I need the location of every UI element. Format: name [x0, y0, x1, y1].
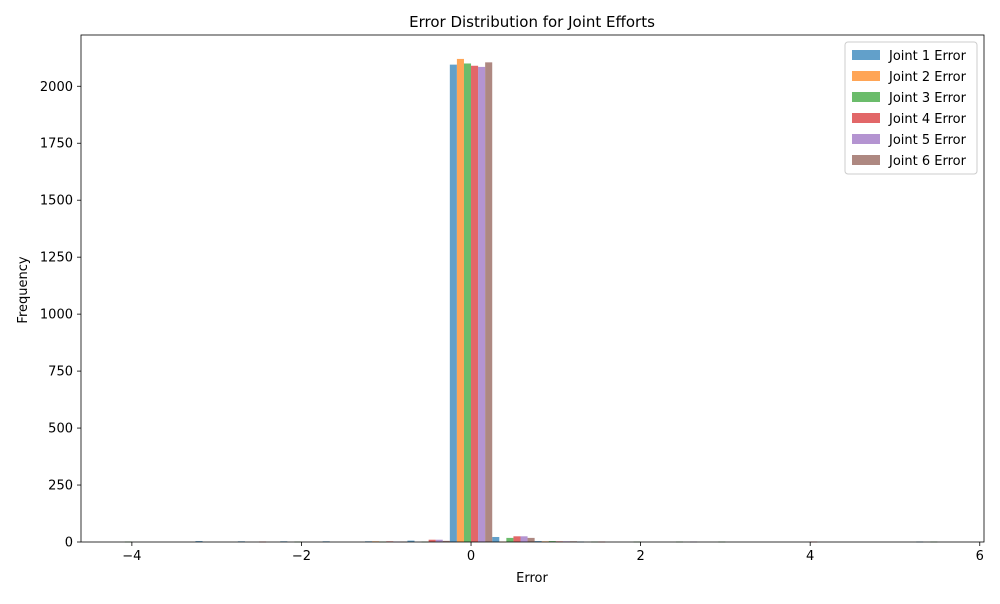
- bar-series-2-bin-9: [456, 58, 464, 542]
- legend-swatch-3: [852, 92, 880, 102]
- y-axis-label: Frequency: [16, 256, 31, 323]
- legend-label-3: Joint 3 Error: [888, 91, 967, 106]
- legend-label-4: Joint 4 Error: [888, 112, 967, 127]
- y-tick-label: 1750: [40, 137, 73, 152]
- bars-layer: [124, 58, 938, 543]
- y-tick-label: 0: [65, 536, 73, 551]
- y-tick-label: 500: [48, 422, 73, 437]
- bar-series-5-bin-8: [435, 539, 443, 542]
- y-tick-label: 1500: [40, 194, 73, 209]
- bar-series-4-bin-9: [471, 65, 479, 543]
- bar-series-3-bin-11: [548, 541, 556, 542]
- x-tick-label: 6: [976, 549, 984, 564]
- y-tick-label: 750: [48, 365, 73, 380]
- legend-label-5: Joint 5 Error: [888, 133, 967, 148]
- y-tick-label: 250: [48, 479, 73, 494]
- legend-label-1: Joint 1 Error: [888, 49, 967, 64]
- y-tick-label: 2000: [40, 80, 73, 95]
- bar-series-3-bin-9: [463, 63, 472, 542]
- x-tick-label: 2: [636, 549, 644, 564]
- legend-swatch-1: [852, 50, 880, 60]
- axes-layer: −4 −2 0 2 4 6 0 250 500 750 1000 1250 1500 1750 2000: [40, 34, 985, 564]
- bar-series-4-bin-8: [428, 539, 436, 542]
- bar-series-1-bin-9: [449, 64, 457, 543]
- bar-series-4-bin-10: [513, 536, 521, 542]
- bar-series-1-bin-8: [407, 540, 415, 542]
- x-axis-label: Error: [516, 571, 548, 586]
- y-tick-label: 1000: [40, 308, 73, 323]
- legend-label-2: Joint 2 Error: [888, 70, 967, 85]
- bar-series-1-bin-10: [492, 536, 500, 542]
- legend-swatch-4: [852, 113, 880, 123]
- x-tick-label: 4: [806, 549, 814, 564]
- x-tick-label: −4: [122, 549, 141, 564]
- legend: Joint 1 Error Joint 2 Error Joint 3 Error J…: [844, 41, 978, 175]
- y-tick-label: 1250: [40, 251, 73, 266]
- x-tick-label: −2: [292, 549, 311, 564]
- bar-series-1-bin-3: [195, 541, 203, 542]
- chart-title: Error Distribution for Joint Efforts: [409, 13, 655, 31]
- bar-series-6-bin-9: [485, 62, 493, 543]
- legend-swatch-5: [852, 134, 880, 144]
- bar-series-6-bin-10: [527, 537, 535, 542]
- x-tick-label: 0: [467, 549, 475, 564]
- bar-series-1-bin-11: [534, 541, 542, 542]
- bar-series-3-bin-10: [506, 537, 514, 542]
- plot-frame: [80, 34, 985, 543]
- legend-swatch-6: [852, 155, 880, 165]
- bar-series-5-bin-9: [478, 66, 486, 542]
- bar-series-6-bin-8: [442, 540, 450, 542]
- legend-label-6: Joint 6 Error: [888, 154, 967, 169]
- legend-swatch-2: [852, 71, 880, 81]
- bar-series-5-bin-10: [520, 536, 528, 542]
